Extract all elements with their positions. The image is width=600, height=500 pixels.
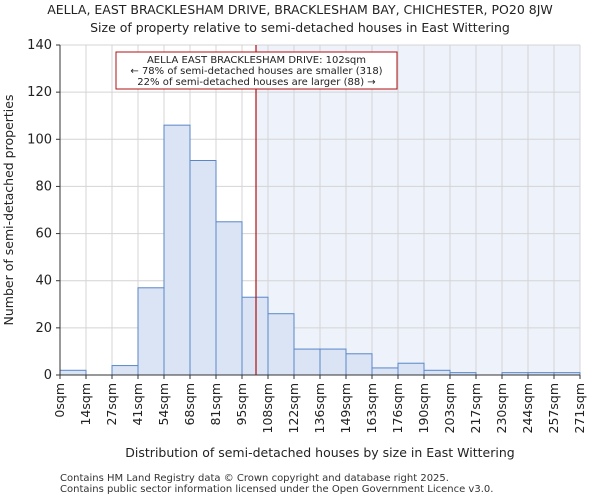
histogram-bar	[397, 362, 425, 376]
x-tick-label: 203sqm	[442, 383, 457, 433]
x-tick-label: 27sqm	[104, 383, 119, 426]
histogram-bar	[345, 353, 373, 376]
x-axis-label: Distribution of semi-detached houses by …	[125, 445, 514, 460]
x-tick-label: 190sqm	[416, 383, 431, 433]
histogram-bar	[59, 369, 87, 376]
histogram-bar	[137, 287, 165, 376]
footer-line2: Contains public sector information licen…	[60, 484, 494, 495]
x-tick-label: 68sqm	[182, 383, 197, 426]
x-tick-label: 257sqm	[546, 383, 561, 433]
y-tick-label: 20	[35, 321, 52, 336]
histogram-bar	[267, 313, 295, 376]
x-tick-label: 54sqm	[156, 383, 171, 426]
histogram-bar	[319, 348, 347, 376]
histogram-bar	[163, 124, 191, 376]
histogram-bar	[189, 160, 217, 376]
annotation-line: 22% of semi-detached houses are larger (…	[137, 77, 375, 88]
histogram-bar	[423, 369, 451, 376]
histogram-bar	[371, 367, 399, 376]
x-tick-label: 0sqm	[52, 383, 67, 418]
x-tick-label: 122sqm	[286, 383, 301, 433]
histogram-bar	[241, 296, 269, 376]
x-tick-label: 230sqm	[494, 383, 509, 433]
chart-title-line1: AELLA, EAST BRACKLESHAM DRIVE, BRACKLESH…	[47, 2, 553, 17]
x-tick-label: 244sqm	[520, 383, 535, 433]
y-axis-label: Number of semi-detached properties	[1, 95, 16, 326]
x-tick-label: 176sqm	[390, 383, 405, 433]
annotation-line: AELLA EAST BRACKLESHAM DRIVE: 102sqm	[147, 55, 366, 66]
x-tick-label: 81sqm	[208, 383, 223, 426]
annotation-line: ← 78% of semi-detached houses are smalle…	[130, 66, 382, 77]
x-tick-label: 149sqm	[338, 383, 353, 433]
x-tick-label: 271sqm	[572, 383, 587, 433]
x-tick-label: 95sqm	[234, 383, 249, 426]
y-tick-label: 40	[35, 274, 52, 289]
y-tick-label: 0	[44, 368, 52, 383]
x-tick-label: 136sqm	[312, 383, 327, 433]
y-tick-label: 140	[27, 38, 52, 53]
annotation-box	[115, 51, 398, 90]
histogram-bar	[215, 221, 243, 376]
histogram-bar	[111, 365, 139, 376]
y-tick-label: 80	[35, 179, 52, 194]
x-tick-label: 108sqm	[260, 383, 275, 433]
chart-title-line2: Size of property relative to semi-detach…	[90, 20, 510, 35]
footer-line1: Contains HM Land Registry data © Crown c…	[60, 473, 449, 484]
x-tick-label: 217sqm	[468, 383, 483, 433]
x-tick-label: 14sqm	[78, 383, 93, 426]
x-tick-label: 163sqm	[364, 383, 379, 433]
x-tick-label: 41sqm	[130, 383, 145, 426]
larger-region-shade	[256, 45, 580, 375]
y-tick-label: 60	[35, 227, 52, 242]
y-tick-label: 120	[27, 85, 52, 100]
histogram-bar	[293, 348, 321, 376]
y-tick-label: 100	[27, 132, 52, 147]
